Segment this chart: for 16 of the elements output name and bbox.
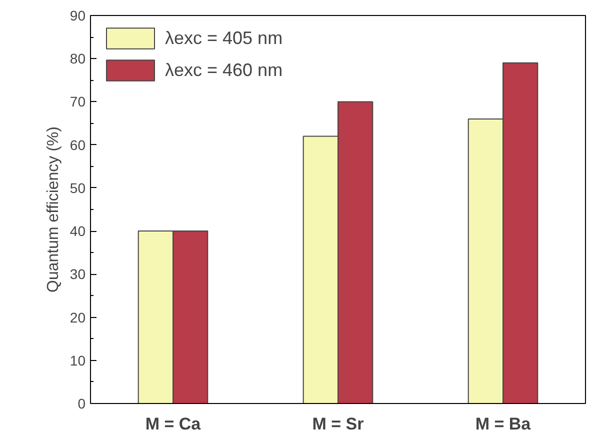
legend-label: λexc = 405 nm: [165, 28, 283, 48]
y-tick-label: 90: [70, 8, 86, 24]
y-tick-label: 30: [70, 266, 86, 282]
x-tick-label: M = Sr: [312, 414, 364, 434]
y-tick-label: 20: [70, 309, 86, 326]
y-axis-title: Quantum efficiency (%): [44, 126, 62, 292]
x-tick-label: M = Ca: [145, 414, 202, 434]
y-tick-label: 80: [70, 50, 86, 67]
y-tick-label: 70: [70, 94, 86, 110]
legend-label: λexc = 460 nm: [165, 60, 283, 80]
y-tick-label: 40: [70, 223, 86, 240]
y-tick-label: 50: [70, 180, 86, 196]
y-tick-label: 0: [78, 396, 86, 412]
y-tick-label: 10: [70, 352, 86, 368]
x-tick-label: M = Ba: [475, 414, 532, 434]
y-tick-label: 60: [70, 136, 86, 153]
